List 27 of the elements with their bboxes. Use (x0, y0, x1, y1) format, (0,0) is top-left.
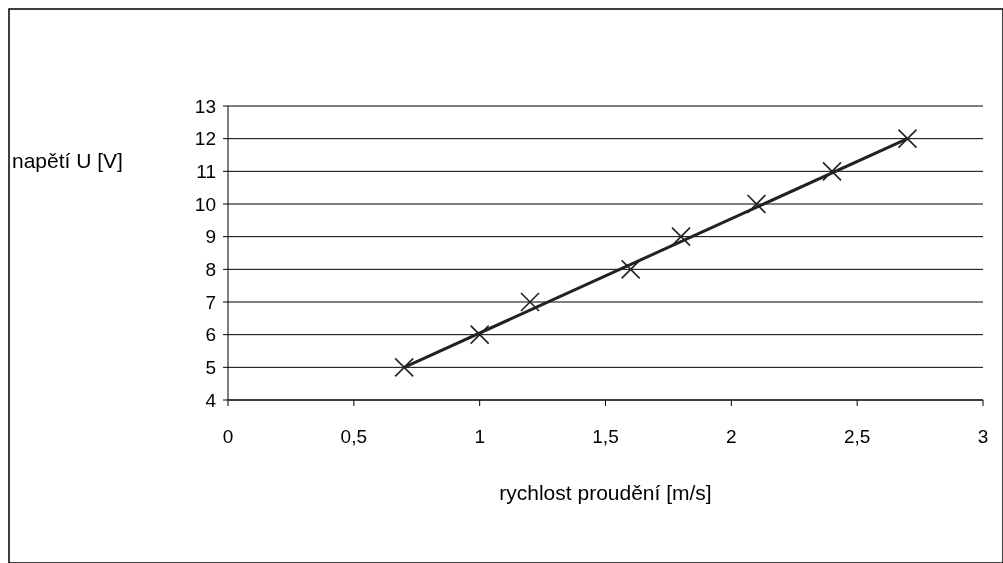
y-tick-label: 11 (196, 160, 216, 182)
y-tick-label: 8 (205, 258, 216, 280)
x-tick-label: 2,5 (843, 426, 871, 447)
x-tick-label: 0,5 (340, 426, 368, 447)
point (469, 324, 490, 345)
x-tick-label: 1 (474, 426, 485, 447)
y-tick-label: 9 (205, 226, 216, 248)
x-tick-label: 1,5 (592, 426, 619, 447)
point (520, 292, 540, 312)
point (746, 194, 767, 214)
y-tick-label: 5 (205, 356, 216, 378)
y-tick-label: 4 (205, 389, 217, 411)
y-tick-label: 7 (205, 291, 216, 313)
x-tick-label: 2 (726, 426, 737, 447)
y-tick-label: 12 (194, 128, 216, 150)
y-tick-label: 6 (205, 324, 216, 346)
point (394, 357, 414, 378)
x-axis-title: rychlost proudění [m/s] (499, 481, 712, 504)
y-tick-label: 13 (194, 95, 216, 117)
x-tick-label: 3 (977, 426, 989, 447)
point (822, 161, 842, 182)
point (620, 259, 641, 280)
point (897, 128, 918, 149)
x-tick-label: 0 (222, 426, 234, 447)
point (671, 226, 691, 247)
y-axis-title: napětí U [V] (12, 149, 123, 172)
y-tick-label: 10 (194, 193, 216, 215)
